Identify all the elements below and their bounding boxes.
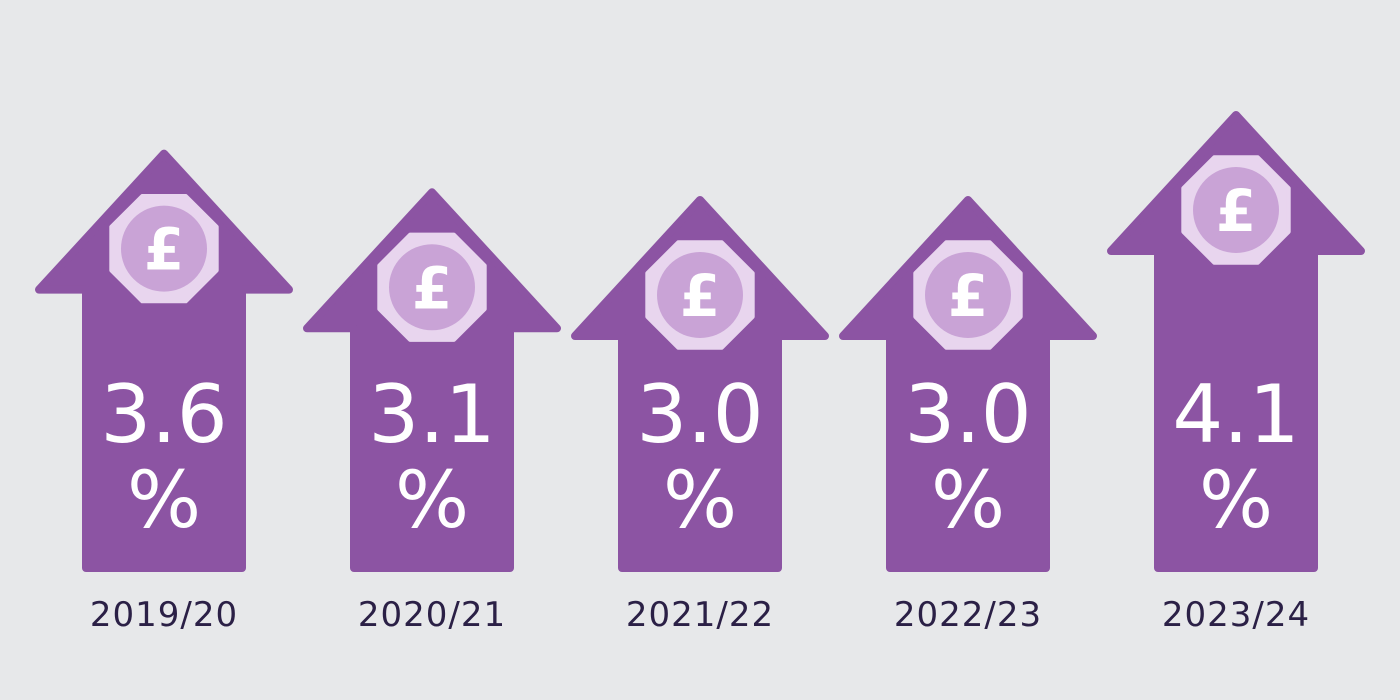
pound-coin-icon: £: [913, 240, 1023, 350]
pound-coin-icon: £: [645, 240, 755, 350]
category-label: 2023/24: [1162, 595, 1310, 635]
coin-inner: [389, 244, 475, 331]
coin-inner: [1193, 167, 1279, 253]
arrow-bar: £4.1% 2023/24: [1107, 111, 1365, 635]
pound-coin-icon: £: [377, 232, 487, 342]
value-label: 3.6: [100, 368, 227, 461]
percent-label: %: [395, 456, 469, 546]
pound-coin-icon: £: [1181, 155, 1291, 265]
arrow-bar: £3.0% 2022/23: [839, 196, 1097, 635]
arrow-mark: [571, 196, 829, 572]
arrow-mark: [839, 196, 1097, 572]
pound-symbol: £: [412, 254, 452, 322]
arrow-mark: [303, 188, 561, 572]
category-label: 2021/22: [626, 595, 774, 635]
value-label: 3.0: [636, 368, 763, 461]
percent-label: %: [1199, 456, 1273, 546]
pound-symbol: £: [680, 262, 720, 330]
percent-label: %: [931, 456, 1005, 546]
pound-symbol: £: [144, 216, 184, 284]
arrow-bar: £3.6% 2019/20: [35, 149, 293, 635]
percent-label: %: [127, 456, 201, 546]
value-label: 3.1: [368, 368, 495, 461]
coin-inner: [121, 205, 207, 292]
arrow-bar: £3.1% 2020/21: [303, 188, 561, 635]
arrow-mark: [1107, 111, 1365, 572]
pound-symbol: £: [1216, 177, 1256, 245]
value-label: 3.0: [904, 368, 1031, 461]
percent-label: %: [663, 456, 737, 546]
pound-symbol: £: [948, 262, 988, 330]
arrow-bar: £3.0% 2021/22: [571, 196, 829, 635]
value-label: 4.1: [1172, 368, 1299, 461]
coin-inner: [925, 252, 1011, 338]
category-label: 2020/21: [358, 595, 506, 635]
category-label: 2019/20: [90, 595, 238, 635]
coin-inner: [657, 252, 743, 338]
arrow-mark: [35, 149, 293, 572]
arrow-bars: £3.6%2019/20£3.1%2020/21£3.0%2021/22£3.0…: [35, 111, 1365, 635]
category-label: 2022/23: [894, 595, 1042, 635]
pound-coin-icon: £: [109, 194, 219, 304]
